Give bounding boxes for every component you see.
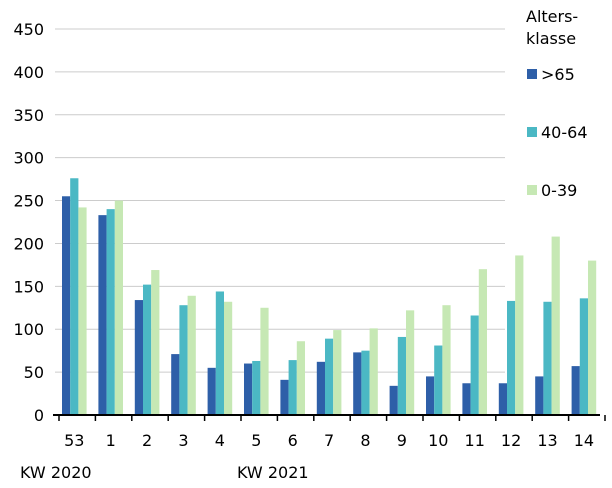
bar-039-53 [78, 207, 87, 415]
period-labels: KW 2020 KW 2021 [20, 463, 309, 482]
bar-039-6 [296, 341, 305, 415]
bar-039-4 [224, 301, 233, 415]
x-tick-label: 2 [142, 431, 152, 450]
legend-label: 0-39 [541, 181, 577, 200]
x-tick-label: 10 [428, 431, 448, 450]
bar-65-1 [98, 215, 107, 415]
x-tick-label: 3 [178, 431, 188, 450]
x-tick-label: 14 [574, 431, 594, 450]
bar-4064-9 [397, 336, 406, 415]
bar-039-11 [478, 269, 487, 415]
bar-65-2 [134, 300, 143, 415]
legend-label: 40-64 [541, 123, 588, 142]
bar-65-14 [571, 366, 580, 415]
bar-039-9 [406, 310, 415, 415]
y-axis-ticks: 0 50 100 150 200 250 300 350 400 450 [13, 20, 44, 425]
bar-65-13 [535, 376, 544, 415]
bar-4064-11 [470, 315, 479, 415]
bars [62, 178, 597, 415]
x-tick-label: 53 [64, 431, 84, 450]
gridlines [55, 28, 505, 373]
y-tick-label: 0 [34, 406, 44, 425]
y-tick-label: 150 [13, 277, 44, 296]
x-tick-label: 1 [106, 431, 116, 450]
bar-039-7 [333, 330, 342, 415]
y-tick-label: 250 [13, 192, 44, 211]
bar-65-11 [462, 383, 471, 415]
bar-65-6 [280, 379, 289, 415]
bar-4064-13 [543, 301, 552, 415]
x-tick-label: 11 [465, 431, 485, 450]
x-tick-label: 12 [501, 431, 521, 450]
x-tick-label: 5 [251, 431, 261, 450]
bar-65-53 [62, 196, 71, 415]
y-tick-label: 450 [13, 20, 44, 39]
x-tick-label: 6 [288, 431, 298, 450]
bar-4064-1 [106, 209, 115, 415]
y-tick-label: 200 [13, 234, 44, 253]
bar-65-10 [426, 376, 435, 415]
bar-65-8 [353, 352, 362, 415]
period-label-2021: KW 2021 [237, 463, 309, 482]
bar-65-12 [498, 383, 507, 415]
bar-4064-2 [143, 284, 152, 415]
x-tick-label: 8 [360, 431, 370, 450]
bar-4064-3 [179, 305, 188, 415]
y-tick-label: 100 [13, 320, 44, 339]
bar-4064-14 [579, 298, 588, 415]
bar-039-1 [114, 200, 123, 415]
y-tick-label: 300 [13, 149, 44, 168]
x-tick-label: 9 [397, 431, 407, 450]
bar-039-2 [151, 270, 160, 415]
y-tick-label: 50 [24, 363, 44, 382]
legend-swatch-4064 [527, 127, 537, 137]
bar-4064-4 [215, 291, 224, 415]
bar-65-9 [389, 385, 398, 415]
bar-4064-5 [252, 360, 261, 415]
bar-039-13 [551, 236, 560, 415]
bar-4064-12 [507, 300, 516, 415]
legend-swatch-65 [527, 69, 537, 79]
x-tick-label: 13 [537, 431, 557, 450]
bar-65-4 [207, 367, 216, 415]
legend-title-line2: klasse [526, 29, 576, 48]
bar-65-5 [244, 363, 253, 415]
legend-title-line1: Alters- [526, 7, 578, 26]
legend-swatch-039 [527, 185, 537, 195]
period-label-2020: KW 2020 [20, 463, 92, 482]
bar-4064-6 [288, 360, 297, 415]
legend: Alters- klasse >65 40-64 0-39 [526, 7, 588, 200]
bar-039-3 [187, 295, 196, 415]
bar-65-7 [316, 361, 325, 415]
bar-65-3 [171, 354, 180, 415]
legend-label: >65 [541, 65, 575, 84]
bar-039-5 [260, 307, 269, 415]
bar-039-14 [588, 260, 597, 415]
x-axis: 53 1 2 3 4 5 6 7 8 9 10 11 12 13 14 [53, 414, 606, 450]
bar-4064-53 [70, 178, 79, 415]
y-tick-label: 400 [13, 63, 44, 82]
x-tick-label: 4 [215, 431, 225, 450]
x-tick-label: 7 [324, 431, 334, 450]
bar-039-10 [442, 305, 451, 415]
y-tick-label: 350 [13, 106, 44, 125]
bar-4064-7 [325, 338, 334, 415]
bar-4064-8 [361, 350, 370, 415]
bar-039-12 [515, 255, 524, 415]
bar-4064-10 [434, 345, 443, 415]
bar-039-8 [369, 328, 378, 415]
